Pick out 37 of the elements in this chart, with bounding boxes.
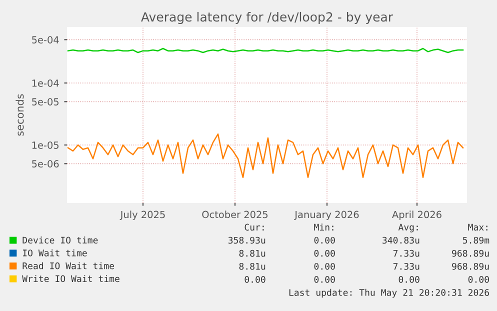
y-tick-label: 5e-05 (32, 98, 59, 106)
line-series (67, 133, 464, 178)
text: Min: (314, 224, 334, 230)
text: 0.00 (468, 276, 489, 283)
text: 7.33u (393, 262, 420, 270)
text: 0.00 (314, 236, 335, 244)
text: 0.00 (398, 276, 420, 283)
text: 8.81u (239, 262, 266, 270)
y-tick-label: 1e-04 (32, 79, 59, 87)
text: 340.83u (382, 236, 420, 244)
legend-label: Read IO Wait time (22, 262, 114, 270)
text: Last update: Thu May 21 20:20:31 2026 (289, 288, 489, 298)
text: 968.89u (452, 262, 489, 270)
text: Max: (468, 224, 488, 231)
x-tick-label: July 2025 (120, 210, 165, 220)
legend-label: Write IO Wait time (22, 275, 120, 282)
legend-label: Device IO time (22, 236, 98, 244)
legend-label: IO Wait time (23, 249, 87, 256)
y-tick-label: 5e-06 (32, 160, 59, 168)
text: 0.00 (314, 276, 335, 283)
text: 968.89u (452, 250, 489, 257)
text: Cur: (244, 224, 264, 231)
y-tick-label: 5e-04 (32, 36, 59, 44)
x-tick-label: January 2026 (294, 210, 359, 220)
text: 358.93u (228, 236, 266, 244)
text: 0.00 (314, 262, 335, 270)
text: 7.33u (393, 250, 420, 257)
chart-title: Average latency for /dev/loop2 - by year (141, 12, 394, 24)
text: 0.00 (244, 276, 266, 283)
x-tick-label: October 2025 (202, 210, 268, 218)
text: 5.89m (463, 236, 490, 244)
y-tick-label: 1e-05 (32, 141, 59, 149)
text: 0.00 (314, 250, 335, 257)
text: Avg: (398, 224, 418, 232)
text: 8.81u (239, 250, 266, 257)
x-tick-label: April 2026 (392, 210, 442, 220)
y-axis-title: seconds (16, 94, 24, 136)
